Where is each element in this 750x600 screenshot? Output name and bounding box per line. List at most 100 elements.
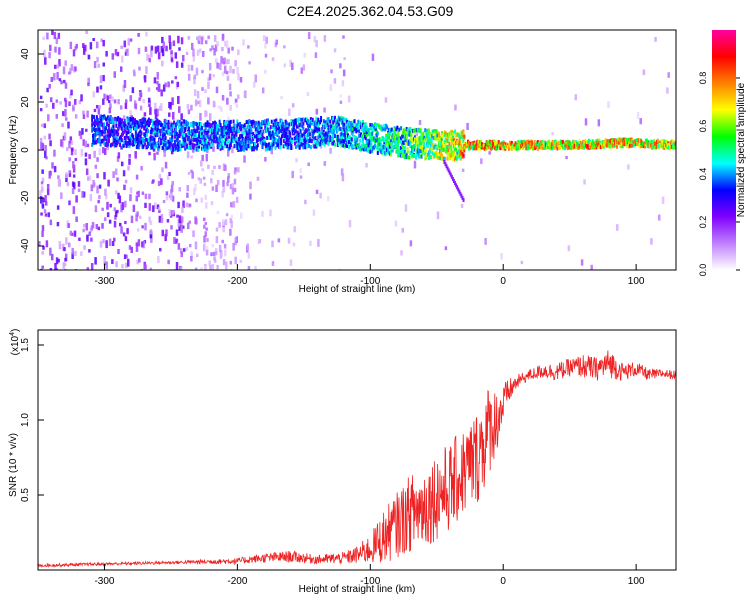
spectrogram-cell	[232, 68, 235, 74]
spectrogram-ridge-cell	[135, 126, 138, 131]
spectrogram-cell	[57, 178, 61, 187]
spectrogram-cell	[81, 128, 84, 135]
spectrogram-cell	[75, 43, 78, 49]
spectrogram-cell	[97, 226, 101, 231]
spectrogram-ridge-cell	[342, 116, 345, 121]
spectrogram-ridge-cell	[435, 150, 438, 155]
spectrogram-cell	[243, 155, 246, 163]
spectrogram-ridge-cell	[342, 143, 345, 148]
spectrogram-ridge-cell	[251, 134, 254, 139]
spectrogram-cell	[292, 242, 296, 247]
spectrogram-ridge-cell	[362, 144, 365, 149]
spectrogram-ridge-cell	[145, 137, 148, 142]
spectrogram-ridge-cell	[439, 138, 442, 143]
spectrogram-ridge-cell	[369, 123, 372, 128]
spectrogram-ridge-cell	[144, 133, 147, 138]
spectrogram-cell	[49, 219, 53, 226]
spectrogram-ridge-cell	[428, 147, 431, 152]
spectrogram-ridge-cell	[100, 129, 103, 134]
spectrogram-cell	[103, 93, 106, 100]
spectrogram-ridge-cell	[218, 119, 221, 124]
spectrogram-ridge-cell	[282, 130, 285, 135]
spectrogram-cell	[148, 203, 152, 211]
spectrogram-ridge-cell	[306, 144, 309, 149]
spectrogram-ridge-cell	[442, 143, 445, 148]
spectrogram-cell	[64, 108, 67, 117]
spectrogram-cell	[173, 237, 176, 244]
spectrogram-ridge-cell	[374, 126, 377, 131]
spectrogram-cell	[41, 230, 44, 237]
spectrogram-cell	[237, 167, 240, 173]
spectrogram-cell	[229, 260, 233, 265]
spectrogram-ridge-cell	[621, 144, 624, 149]
spectrogram-cell	[223, 57, 226, 62]
spectrogram-cell	[300, 67, 304, 74]
spectrogram-ridge-cell	[195, 138, 198, 143]
spectrogram-ridge-cell	[243, 123, 246, 128]
spectrogram-ridge-cell	[377, 146, 380, 151]
spectrogram-cell	[227, 116, 230, 123]
spectrogram-cell	[302, 64, 306, 71]
spectrogram-ridge-cell	[139, 129, 142, 134]
spectrogram-cell	[175, 238, 179, 243]
spectrogram-cell	[69, 67, 72, 74]
spectrogram-cell	[166, 219, 170, 223]
spectrogram-tail-cell	[448, 170, 451, 175]
spectrogram-ridge-cell	[226, 121, 229, 126]
spectrogram-ridge-cell	[165, 124, 168, 129]
spectrogram-cell	[120, 204, 123, 213]
spectrogram-cell	[264, 156, 267, 162]
spectrogram-cell	[164, 233, 167, 242]
spectrogram-ridge-cell	[99, 122, 102, 127]
spectrogram-ridge-cell	[444, 140, 447, 145]
spectrogram-ridge-cell	[240, 127, 243, 132]
spectrogram-cell	[114, 168, 118, 175]
colorbar-ticks: 0.00.20.40.60.8	[698, 72, 740, 276]
spectrogram-cell	[227, 173, 231, 179]
spectrogram-ridge-cell	[132, 134, 135, 139]
spectrogram-ridge-cell	[140, 140, 143, 145]
spectrogram-cell	[144, 202, 147, 209]
spectrogram-ridge-cell	[225, 128, 228, 133]
spectrogram-cell	[85, 30, 88, 35]
spectrogram-cell	[207, 77, 210, 82]
spectrogram-tail-cell	[445, 164, 448, 169]
spectrogram-cell	[436, 211, 440, 220]
spectrogram-cell	[230, 202, 233, 208]
spectrogram-ridge-cell	[420, 141, 423, 146]
spectrogram-cell	[221, 190, 224, 198]
spectrogram-ridge-cell	[184, 128, 187, 133]
spectrogram-cell	[119, 105, 123, 110]
spectrogram-cell	[72, 66, 76, 73]
spectrogram-cell	[85, 128, 88, 132]
spectrogram-cell	[195, 218, 198, 225]
spectrogram-ridge-cell	[387, 132, 390, 137]
spectrogram-ridge-cell	[157, 123, 160, 128]
spectrogram-ridge-cell	[371, 148, 374, 153]
spectrogram-cell	[202, 243, 206, 252]
spectrogram-ridge-cell	[128, 138, 131, 143]
spectrogram-cell	[224, 40, 227, 47]
spectrogram-cell	[109, 203, 112, 208]
spectrogram-cell	[41, 177, 45, 183]
spectrogram-cell	[84, 158, 88, 166]
spectrogram-ridge-cell	[417, 128, 420, 133]
spectrogram-ridge-cell	[452, 157, 455, 162]
spectrogram-ridge-cell	[629, 143, 632, 148]
spectrogram-ridge-cell	[283, 143, 286, 148]
spectrogram-cell	[488, 151, 491, 155]
spectrogram-ridge-cell	[298, 123, 301, 128]
spectrogram-cell	[144, 222, 147, 231]
spectrogram-cell	[170, 56, 174, 62]
spectrogram-ridge-cell	[365, 132, 368, 137]
spectrogram-ridge-cell	[224, 121, 227, 126]
spectrogram-ridge-cell	[482, 143, 485, 148]
spectrogram-cell	[204, 231, 208, 237]
spectrogram-ridge-cell	[326, 128, 329, 133]
spectrogram-ridge-cell	[340, 141, 343, 146]
spectrogram-ridge-cell	[183, 133, 186, 138]
spectrogram-cell	[150, 50, 153, 58]
spectrogram-cell	[55, 114, 59, 119]
spectrogram-ridge-cell	[397, 132, 400, 137]
